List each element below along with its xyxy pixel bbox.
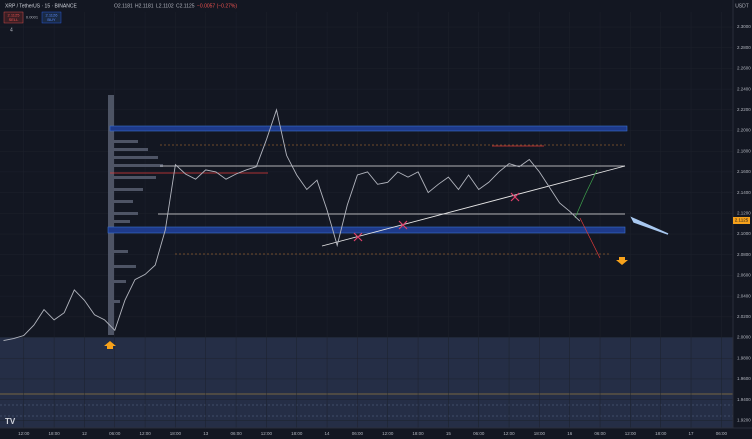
spread: 0.0001 [26,15,39,20]
buy-button[interactable] [41,11,62,24]
y-tick-label: 2.1000 [737,231,751,236]
x-tick-label: 06:00 [230,431,242,436]
trend-line [321,165,626,247]
y-tick-label: 1.9200 [737,418,751,423]
x-tick-label: 12 [82,431,88,436]
bear-path [579,217,601,259]
x-tick-label: 14 [325,431,331,436]
supply-zone [109,125,628,132]
ohlc-close: C2.1125 [176,3,195,9]
y-tick-label: 2.2800 [737,45,751,50]
x-tick-label: 06:00 [473,431,485,436]
x-tick-label: 18:00 [170,431,182,436]
y-tick-label: 2.1400 [737,190,751,195]
x-tick-label: 17 [689,431,695,436]
y-tick-label: 1.9600 [737,376,751,381]
y-tick-label: 2.1200 [737,211,751,216]
currency: USDT [735,3,749,9]
last-price: 2.1125 [735,218,749,223]
x-tick-label: 13 [203,431,209,436]
x-tick-label: 18:00 [291,431,303,436]
x-tick-label: 12:00 [382,431,394,436]
y-tick-label: 2.0800 [737,252,751,257]
bull-path [574,169,598,219]
sell-price: 2.1125 [8,13,21,18]
y-tick-label: 1.9800 [737,355,751,360]
x-tick-label: 18:00 [412,431,424,436]
y-tick-label: 2.3000 [737,24,751,29]
y-tick-label: 1.9400 [737,397,751,402]
x-tick-label: 12:00 [625,431,637,436]
symbol: XRP / TetherUS · 15 · BINANCE [5,3,77,9]
volume-profile [108,95,163,335]
x-tick-label: 18:00 [655,431,667,436]
x-tick-label: 15 [446,431,452,436]
x-tick-label: 18:00 [48,431,60,436]
y-tick-label: 2.1600 [737,169,751,174]
plot [3,108,581,342]
y-tick-label: 2.0200 [737,314,751,319]
axes: 1.9200 1.9400 1.9600 1.9800 2.0000 2.0200 2.04… [18,24,751,436]
down-arrow [616,257,628,265]
buy-price: 2.1126 [46,13,59,18]
x-tick-label: 06:00 [109,431,121,436]
rejection-marks [353,192,520,242]
ohlc-open: O2.1181 [114,3,133,9]
y-tick-label: 2.0000 [737,335,751,340]
y-tick-label: 2.1800 [737,148,751,153]
last-price-tag [733,217,750,224]
indicator-count[interactable]: 4 [10,27,13,33]
logo: TV [5,417,16,426]
x-tick-label: 06:00 [352,431,364,436]
y-tick-label: 2.0400 [737,293,751,298]
y-tick-label: 2.2000 [737,128,751,133]
sell-label: SELL [9,17,20,22]
x-tick-label: 18:00 [534,431,546,436]
x-tick-label: 12:00 [503,431,515,436]
y-tick-label: 2.2600 [737,66,751,71]
x-tick-label: 12:00 [139,431,151,436]
up-arrow [104,341,116,349]
y-tick-label: 2.0600 [737,273,751,278]
pointer-arrow [630,216,669,235]
y-tick-label: 2.2400 [737,86,751,91]
y-tick-label: 2.2200 [737,107,751,112]
change: −0.0057 (−0.27%) [197,3,237,9]
x-tick-label: 06:00 [716,431,728,436]
x-tick-label: 06:00 [594,431,606,436]
x-tick-label: 16 [567,431,573,436]
x-tick-label: 12:00 [261,431,273,436]
demand-zone [0,337,733,428]
price-line [3,108,581,342]
ohlc-high: H2.1181 [135,3,154,9]
buy-label: BUY [47,17,56,22]
x-tick-label: 12:00 [18,431,30,436]
ohlc-low: L2.1102 [156,3,174,9]
sell-button[interactable] [3,11,24,24]
support-zone [107,226,626,234]
